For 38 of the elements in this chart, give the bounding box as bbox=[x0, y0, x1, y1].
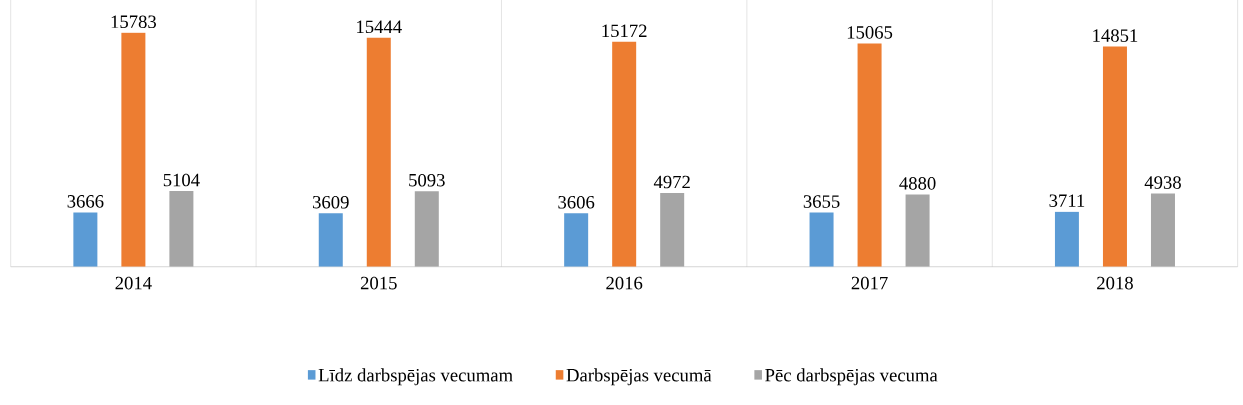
bar bbox=[905, 194, 930, 267]
data-label: 14851 bbox=[1093, 29, 1138, 42]
bar bbox=[809, 212, 834, 267]
legend-label: Līdz darbspējas vecumam bbox=[318, 368, 513, 386]
bar bbox=[1054, 211, 1079, 267]
bar bbox=[169, 190, 194, 267]
data-label: 5104 bbox=[163, 173, 200, 187]
data-label: 15444 bbox=[357, 20, 402, 33]
data-label: 15065 bbox=[847, 25, 893, 39]
x-tick-label: 2017 bbox=[851, 276, 888, 290]
bar bbox=[1150, 193, 1175, 267]
data-label: 3606 bbox=[558, 195, 595, 209]
bar bbox=[73, 212, 98, 267]
data-label: 3609 bbox=[313, 195, 349, 209]
legend-label: Darbspējas vecumā bbox=[566, 368, 712, 386]
bar bbox=[318, 213, 343, 267]
bar bbox=[121, 32, 146, 267]
data-label: 15172 bbox=[602, 24, 647, 37]
data-label: 4880 bbox=[899, 176, 936, 190]
bar bbox=[564, 213, 589, 267]
bar bbox=[1102, 46, 1127, 267]
data-label: 3666 bbox=[67, 194, 104, 208]
x-tick-label: 2014 bbox=[115, 276, 152, 290]
x-tick-label: 2016 bbox=[606, 276, 643, 290]
bar bbox=[612, 41, 637, 267]
data-label: 5093 bbox=[409, 173, 445, 187]
data-label: 15783 bbox=[111, 15, 157, 28]
bar bbox=[414, 191, 439, 267]
x-tick-label: 2015 bbox=[360, 276, 397, 290]
bar bbox=[366, 37, 391, 267]
data-label: 4938 bbox=[1144, 176, 1181, 189]
data-label: 3655 bbox=[803, 195, 840, 208]
data-label: 3711 bbox=[1049, 194, 1085, 207]
data-label: 4972 bbox=[653, 175, 690, 189]
x-tick-label: 2018 bbox=[1097, 276, 1133, 290]
bar bbox=[660, 192, 685, 267]
legend-label: Pēc darbspējas vecuma bbox=[765, 368, 938, 386]
bar bbox=[857, 43, 882, 267]
